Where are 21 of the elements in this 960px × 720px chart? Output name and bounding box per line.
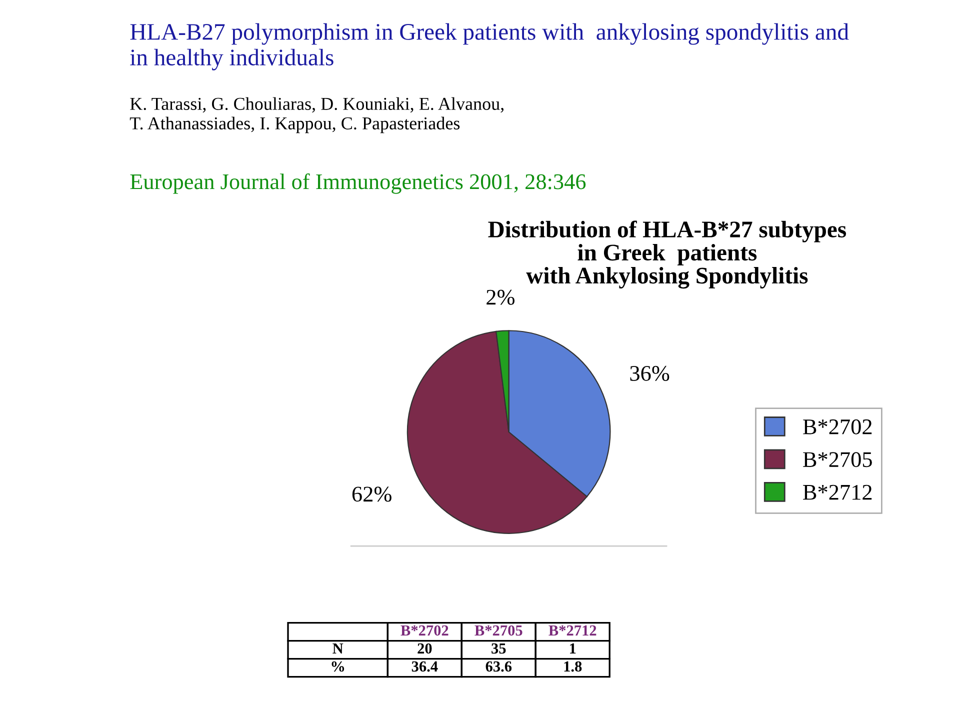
category-label: B*2702	[400, 625, 448, 636]
text: HLA-B27 polymorphism in Greek patients with ankylosing spondylitis and in healthy individuals	[130, 23, 849, 70]
text: %	[332, 661, 344, 672]
data-label: 20	[418, 643, 432, 654]
data-label: 62%	[352, 486, 392, 502]
legend-label: B*2712	[803, 484, 872, 500]
data-label: 35	[492, 643, 506, 654]
text: K. Tarassi, G. Chouliaras, D. Kouniaki, E. Alvanou, T. Athanassiades, I. Kappou, C. Papasteriades	[130, 97, 504, 134]
data-label: 1.8	[564, 661, 582, 672]
data-label: 63.6	[486, 661, 512, 672]
category-label: B*2705	[474, 625, 522, 636]
data-label: 36%	[630, 366, 670, 381]
text: European Journal of Immunogenetics 2001, 28:346	[130, 173, 586, 194]
data-label: 36.4	[412, 661, 438, 672]
legend-label: B*2705	[803, 452, 872, 468]
data-label: 1	[570, 643, 576, 654]
text: N	[332, 643, 344, 654]
legend-label: B*2702	[803, 419, 872, 434]
category-label: B*2712	[548, 625, 596, 636]
chart-title: Distribution of HLA-B*27 subtypes in Greek patients with Ankylosing Spondylitis	[488, 220, 846, 289]
data-label: 2%	[486, 290, 514, 305]
